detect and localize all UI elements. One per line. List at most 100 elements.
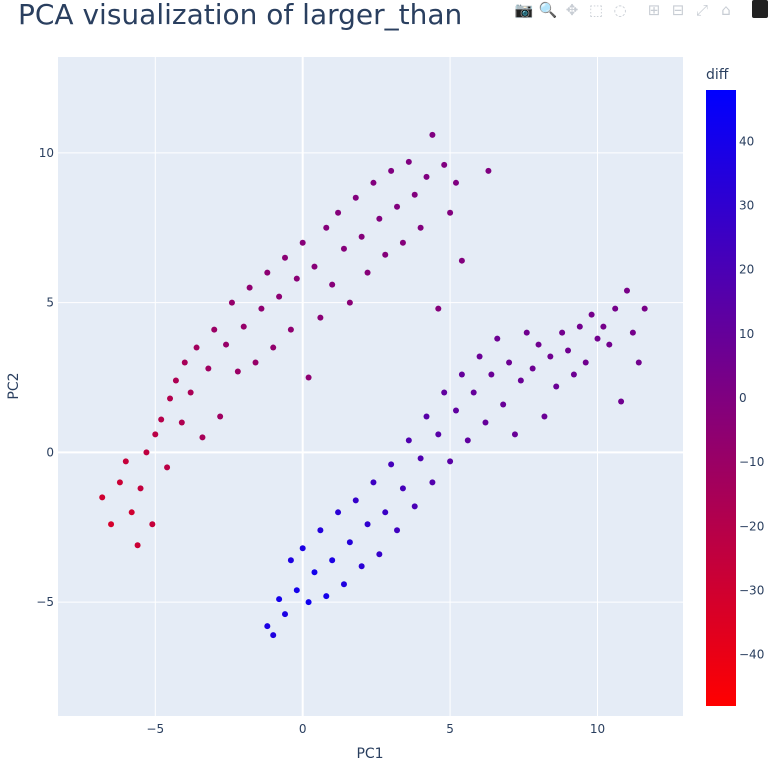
colorbar-tick-label: 40	[739, 134, 754, 148]
colorbar-tick-label: 0	[739, 391, 747, 405]
scatter-point	[511, 431, 518, 438]
scatter-point	[506, 359, 513, 366]
scatter-point	[382, 251, 389, 258]
scatter-point	[435, 431, 442, 438]
scatter-point	[452, 179, 459, 186]
colorbar-title: diff	[706, 67, 729, 83]
scatter-point	[340, 245, 347, 252]
scatter-point	[388, 461, 395, 468]
scatter-point	[441, 161, 448, 168]
scatter-point	[565, 347, 572, 354]
scatter-point	[435, 305, 442, 312]
scatter-point	[228, 299, 235, 306]
scatter-point	[541, 413, 548, 420]
scatter-point	[287, 326, 294, 333]
x-axis-ticks: −5 0 5 10	[146, 722, 605, 736]
scatter-point	[193, 344, 200, 351]
scatter-point	[211, 326, 218, 333]
scatter-point	[137, 485, 144, 492]
scatter-point	[441, 389, 448, 396]
scatter-point	[500, 401, 507, 408]
scatter-point	[329, 281, 336, 288]
scatter-point	[464, 437, 471, 444]
scatter-point	[205, 365, 212, 372]
scatter-point	[317, 314, 324, 321]
scatter-point	[482, 419, 489, 426]
zoom-out-icon[interactable]: ⊟	[671, 1, 685, 19]
scatter-point	[122, 458, 129, 465]
scatter-point	[388, 167, 395, 174]
scatter-point	[167, 395, 174, 402]
scatter-point	[181, 359, 188, 366]
scatter-point	[311, 263, 318, 270]
scatter-point	[270, 344, 277, 351]
scatter-point	[399, 239, 406, 246]
scatter-point	[370, 479, 377, 486]
scatter-point	[258, 305, 265, 312]
scatter-point	[276, 596, 283, 603]
scatter-point	[376, 215, 383, 222]
scatter-point	[594, 335, 601, 342]
colorbar-tick-label: −20	[739, 519, 764, 533]
scatter-point	[411, 191, 418, 198]
scatter-point	[164, 464, 171, 471]
scatter-point	[470, 389, 477, 396]
scatter-point	[553, 383, 560, 390]
scatter-point	[641, 305, 648, 312]
x-tick-label: 0	[299, 722, 307, 736]
zoom-in-icon[interactable]: ⊞	[647, 1, 661, 19]
scatter-point	[134, 542, 141, 549]
scatter-point	[223, 341, 230, 348]
scatter-point	[317, 527, 324, 534]
scatter-point	[335, 209, 342, 216]
y-axis-ticks: −5 0 5 10	[36, 146, 54, 609]
scatter-point	[264, 269, 271, 276]
scatter-point	[217, 413, 224, 420]
scatter-point	[293, 587, 300, 594]
scatter-point	[264, 623, 271, 630]
scatter-point	[152, 431, 159, 438]
scatter-point	[488, 371, 495, 378]
camera-icon[interactable]: 📷	[514, 1, 534, 19]
colorbar-tick-label: 30	[739, 199, 754, 213]
scatter-point	[282, 254, 289, 261]
scatter-point	[635, 359, 642, 366]
scatter-point	[364, 521, 371, 528]
lasso-select-icon[interactable]: ◌	[613, 1, 627, 19]
plot-area[interactable]	[58, 57, 683, 716]
scatter-point	[370, 179, 377, 186]
zoom-icon[interactable]: 🔍	[538, 1, 558, 19]
scatter-point	[329, 557, 336, 564]
scatter-point	[276, 293, 283, 300]
scatter-point	[452, 407, 459, 414]
scatter-point	[394, 527, 401, 534]
scatter-point	[358, 563, 365, 570]
pan-icon[interactable]: ✥	[565, 1, 579, 19]
scatter-point	[535, 341, 542, 348]
chart-title: PCA visualization of larger_than	[18, 0, 463, 31]
modebar: 📷 🔍 ✥ ⬚ ◌ ⊞ ⊟ ⤢ ⌂	[512, 0, 738, 20]
home-icon[interactable]: ⌂	[721, 1, 731, 19]
scatter-point	[128, 509, 135, 516]
colorbar-ticks: 40 30 20 10 0 −10 −20 −30 −40	[739, 134, 764, 661]
scatter-point	[429, 131, 436, 138]
scatter-point	[358, 233, 365, 240]
colorbar-tick-label: −40	[739, 648, 764, 662]
scatter-point	[588, 311, 595, 318]
box-select-icon[interactable]: ⬚	[588, 1, 604, 19]
y-tick-label: 0	[46, 445, 54, 459]
scatter-point	[582, 359, 589, 366]
scatter-point	[158, 416, 165, 423]
scatter-point	[618, 398, 625, 405]
scatter-point	[108, 521, 115, 528]
scatter-point	[547, 353, 554, 360]
scatter-point	[405, 158, 412, 165]
scatter-point	[178, 419, 185, 426]
gridlines	[58, 57, 683, 716]
scatter-point	[187, 389, 194, 396]
plotly-logo-icon[interactable]	[752, 0, 768, 18]
autoscale-icon[interactable]: ⤢	[695, 1, 708, 19]
scatter-point	[172, 377, 179, 384]
colorbar-tick-label: −10	[739, 455, 764, 469]
